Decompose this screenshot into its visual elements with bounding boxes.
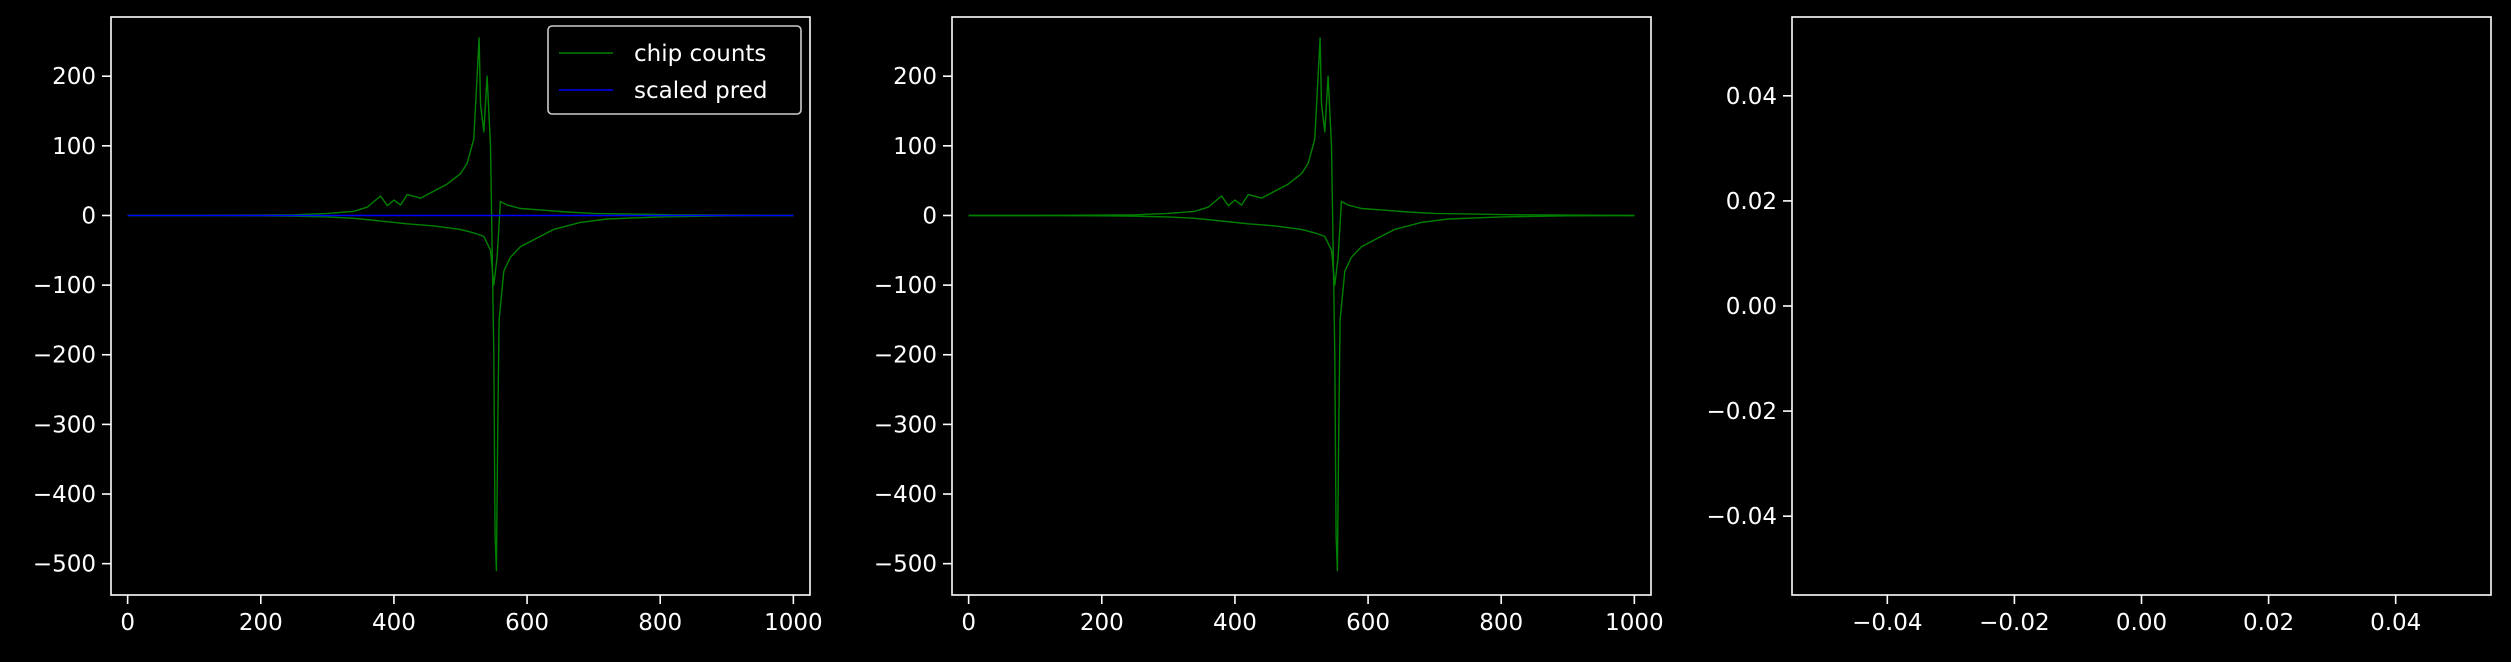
chart-panel-2: 0 200 400 600 800 10002001000−100−200−300−400… bbox=[874, 16, 1664, 636]
plot-area-frame bbox=[951, 16, 1652, 596]
y-tick-label: −0.04 bbox=[1707, 504, 1777, 530]
series-line-2 bbox=[968, 200, 1635, 286]
series-line-1 bbox=[968, 37, 1635, 572]
y-tick-label: 0 bbox=[922, 203, 937, 229]
series-line-1 bbox=[127, 37, 794, 572]
y-tick-label: 100 bbox=[893, 134, 937, 160]
y-tick-label: −200 bbox=[874, 343, 937, 369]
x-tick-label: 200 bbox=[1080, 610, 1124, 636]
y-tick-label: 0.02 bbox=[1726, 189, 1777, 215]
legend: chip counts scaled pred bbox=[547, 25, 802, 115]
y-tick-label: −500 bbox=[874, 552, 937, 578]
legend-entry-label: scaled pred bbox=[634, 78, 767, 104]
y-tick-label: 100 bbox=[52, 134, 96, 160]
x-tick-label: 600 bbox=[505, 610, 549, 636]
x-tick-label: −0.02 bbox=[1979, 610, 2049, 636]
y-tick-label: −500 bbox=[33, 552, 96, 578]
plot-area-frame bbox=[1791, 16, 2492, 596]
y-tick-label: −400 bbox=[874, 482, 937, 508]
chart-panel-3: −0.04 −0.02 0.00 0.02 0.04 0.04 0.02 0.00 −0.02 −… bbox=[1707, 16, 2492, 636]
x-tick-label: 0.00 bbox=[2116, 610, 2167, 636]
x-tick-label: 0.02 bbox=[2243, 610, 2294, 636]
x-tick-label: 200 bbox=[239, 610, 283, 636]
legend-entry-label: chip counts bbox=[634, 41, 766, 67]
x-tick-label: 800 bbox=[638, 610, 682, 636]
y-tick-label: −400 bbox=[33, 482, 96, 508]
x-tick-label: 600 bbox=[1346, 610, 1390, 636]
y-tick-label: −300 bbox=[33, 412, 96, 438]
y-tick-label: −100 bbox=[33, 273, 96, 299]
x-tick-label: 1000 bbox=[1605, 610, 1664, 636]
series-line-2 bbox=[127, 200, 794, 286]
x-tick-label: −0.04 bbox=[1852, 610, 1922, 636]
y-tick-label: −100 bbox=[874, 273, 937, 299]
y-tick-label: 200 bbox=[893, 64, 937, 90]
y-tick-label: 200 bbox=[52, 64, 96, 90]
y-tick-label: 0 bbox=[81, 203, 96, 229]
y-tick-label: −0.02 bbox=[1707, 399, 1777, 425]
y-tick-label: 0.00 bbox=[1726, 294, 1777, 320]
x-tick-label: 0.04 bbox=[2370, 610, 2421, 636]
y-tick-label: −300 bbox=[874, 412, 937, 438]
legend-frame bbox=[547, 25, 802, 115]
x-tick-label: 0 bbox=[961, 610, 976, 636]
chart-panel-1: 0 200 400 600 800 10002001000−100−200−300−400… bbox=[33, 16, 823, 636]
x-tick-label: 1000 bbox=[764, 610, 823, 636]
x-tick-label: 0 bbox=[120, 610, 135, 636]
y-tick-label: −200 bbox=[33, 343, 96, 369]
x-tick-label: 400 bbox=[1213, 610, 1257, 636]
subplots: 0 200 400 600 800 10002001000−100−200−300−400… bbox=[33, 16, 2492, 636]
x-tick-label: 400 bbox=[372, 610, 416, 636]
y-tick-label: 0.04 bbox=[1726, 84, 1777, 110]
x-tick-label: 800 bbox=[1479, 610, 1523, 636]
